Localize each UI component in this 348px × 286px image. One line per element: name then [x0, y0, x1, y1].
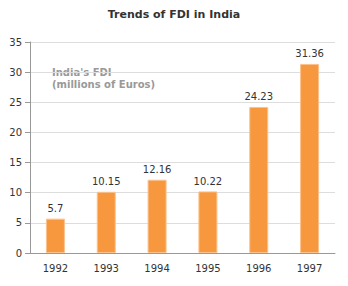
svg-text:12.16: 12.16	[143, 164, 172, 175]
svg-text:30: 30	[9, 67, 22, 78]
svg-text:0: 0	[16, 248, 22, 259]
svg-text:5.7: 5.7	[47, 203, 63, 214]
svg-text:10: 10	[9, 187, 22, 198]
svg-text:1992: 1992	[43, 263, 68, 274]
svg-text:1996: 1996	[246, 263, 271, 274]
svg-text:25: 25	[9, 97, 22, 108]
svg-text:(millions of Euros): (millions of Euros)	[52, 79, 155, 90]
svg-text:1994: 1994	[144, 263, 169, 274]
svg-text:10.22: 10.22	[194, 176, 223, 187]
svg-text:1997: 1997	[297, 263, 322, 274]
svg-text:10.15: 10.15	[92, 176, 121, 187]
svg-text:5: 5	[16, 217, 22, 228]
svg-text:35: 35	[9, 37, 22, 48]
svg-text:15: 15	[9, 157, 22, 168]
svg-text:Trends of FDI in India: Trends of FDI in India	[108, 8, 240, 21]
svg-text:31.36: 31.36	[295, 48, 324, 59]
svg-text:India's FDI: India's FDI	[52, 66, 112, 78]
svg-text:24.23: 24.23	[244, 91, 273, 102]
svg-text:1993: 1993	[94, 263, 119, 274]
svg-text:1995: 1995	[195, 263, 220, 274]
svg-text:20: 20	[9, 127, 22, 138]
